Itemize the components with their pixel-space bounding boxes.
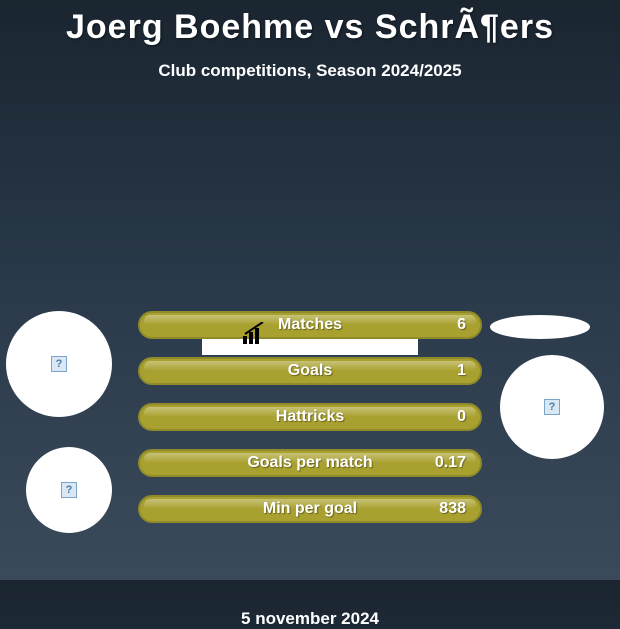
player-photo-left-small (26, 447, 112, 533)
stat-label: Matches (278, 316, 342, 334)
stat-value-right: 838 (439, 500, 466, 518)
chart-icon (243, 322, 265, 344)
broken-image-icon (544, 399, 560, 415)
stat-row-matches: Matches 6 (138, 311, 482, 339)
stat-row-hattricks: Hattricks 0 (138, 403, 482, 431)
content-area: Matches 6 Goals 1 Hattricks 0 Goals per … (0, 311, 620, 591)
stat-label: Goals (288, 362, 332, 380)
date-label: 5 november 2024 (0, 609, 620, 629)
stats-list: Matches 6 Goals 1 Hattricks 0 Goals per … (138, 311, 482, 541)
page-title: Joerg Boehme vs SchrÃ¶ers (0, 0, 620, 47)
broken-image-icon (51, 356, 67, 372)
stat-row-min-per-goal: Min per goal 838 (138, 495, 482, 523)
stat-label: Goals per match (247, 454, 372, 472)
stat-row-goals-per-match: Goals per match 0.17 (138, 449, 482, 477)
stat-label: Hattricks (276, 408, 344, 426)
page-subtitle: Club competitions, Season 2024/2025 (0, 61, 620, 81)
stat-row-goals: Goals 1 (138, 357, 482, 385)
player-photo-right (500, 355, 604, 459)
decorative-oval (490, 315, 590, 339)
stat-value-right: 0.17 (435, 454, 466, 472)
stat-value-right: 0 (457, 408, 466, 426)
broken-image-icon (61, 482, 77, 498)
stat-label: Min per goal (263, 500, 357, 518)
stat-value-right: 1 (457, 362, 466, 380)
stat-value-right: 6 (457, 316, 466, 334)
player-photo-left-large (6, 311, 112, 417)
